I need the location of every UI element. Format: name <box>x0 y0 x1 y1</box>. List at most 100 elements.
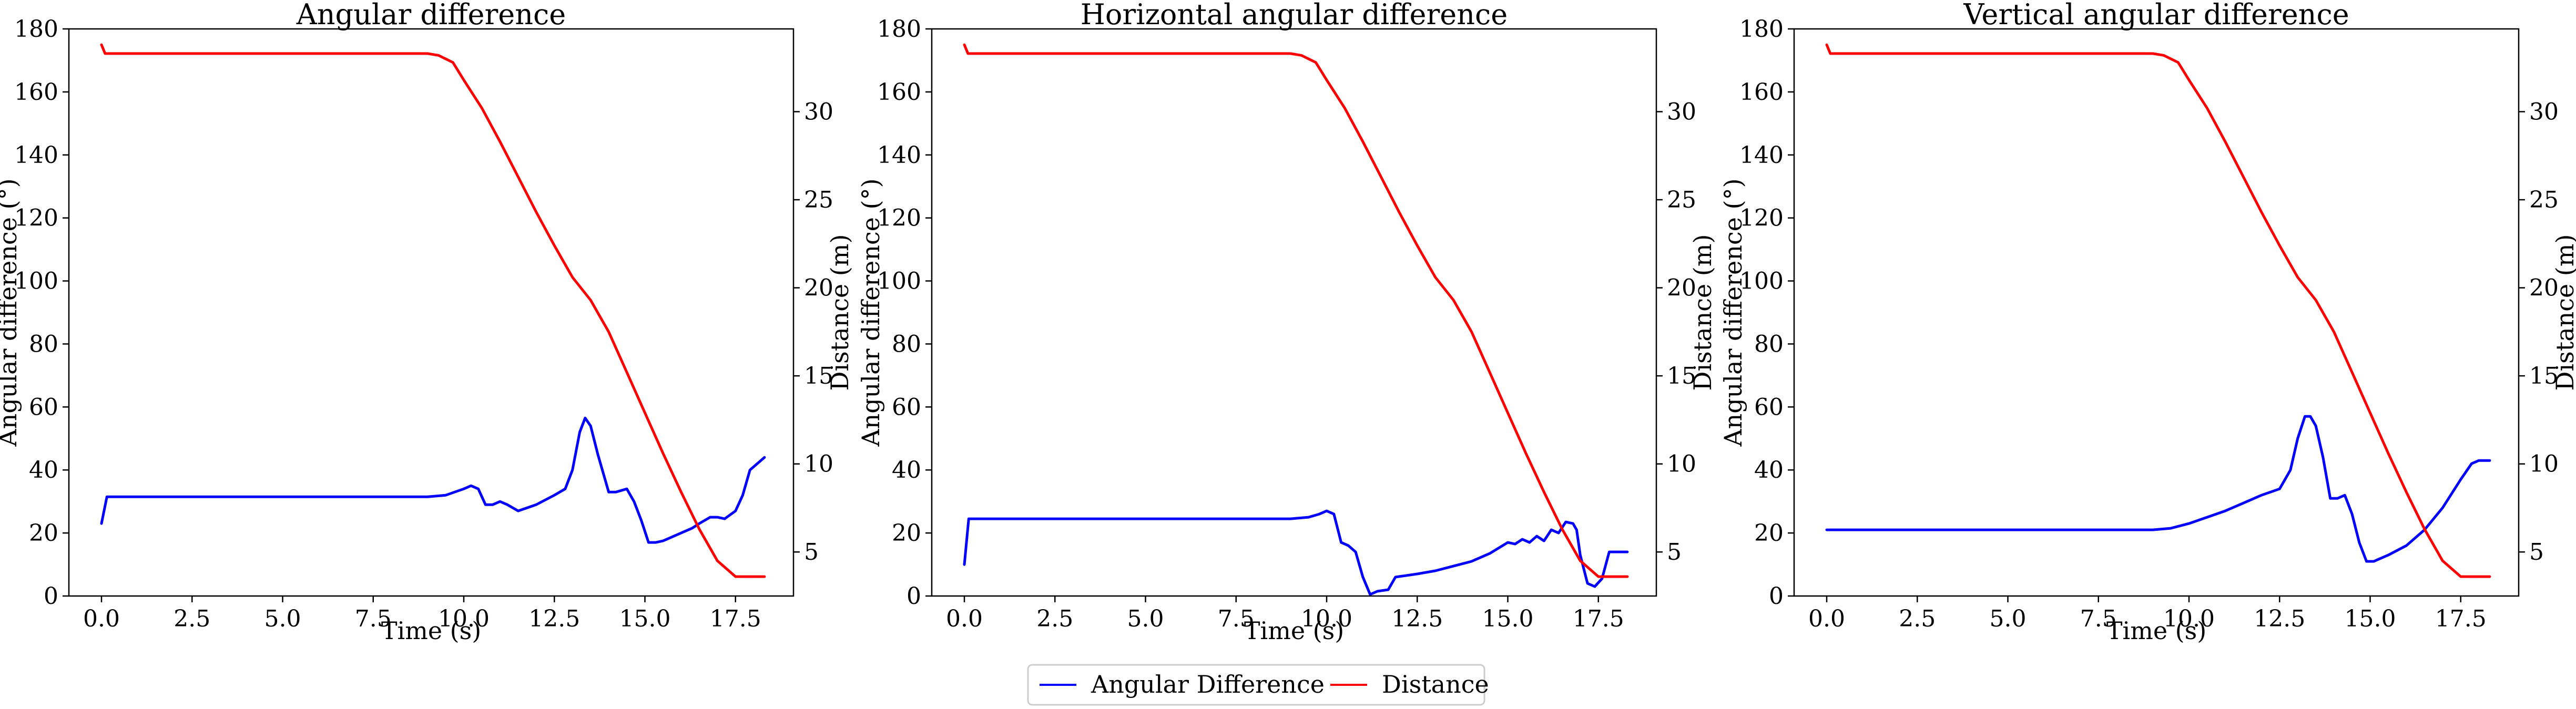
plot-frame <box>1793 28 2520 597</box>
y-tick-label-left: 180 <box>14 16 58 43</box>
y-tick-label-right: 20 <box>804 275 833 302</box>
y-axis-label-right: Distance (m) <box>2551 234 2576 391</box>
y-tick-label-left: 160 <box>877 79 921 106</box>
y-tick-label-left: 20 <box>892 520 921 547</box>
y-tick-label-left: 180 <box>877 16 921 43</box>
series-line-distance <box>963 43 1629 578</box>
y-tick-label-right: 5 <box>1667 539 1682 566</box>
x-tick-label: 15.0 <box>619 605 671 632</box>
y-tick-label-right: 20 <box>2529 275 2559 302</box>
y-axis-label-left: Angular difference (°) <box>1719 178 1747 447</box>
y-tick-label-left: 100 <box>14 268 58 295</box>
y-tick-label-right: 30 <box>804 98 833 125</box>
series-line-angular-difference <box>100 416 766 544</box>
x-tick-label: 2.5 <box>174 605 210 632</box>
y-tick-label-left: 120 <box>14 205 58 232</box>
y-tick-label-right: 25 <box>1667 187 1696 213</box>
y-tick-label-right: 5 <box>2529 539 2544 566</box>
x-tick-label: 10.0 <box>438 605 490 632</box>
x-tick-label: 12.5 <box>1391 605 1443 632</box>
y-tick-label-right: 30 <box>1667 98 1696 125</box>
y-tick-label-right: 5 <box>804 539 819 566</box>
y-tick-label-left: 80 <box>892 331 921 357</box>
legend-label-angular-difference: Angular Difference <box>1091 670 1325 698</box>
y-tick-label-right: 10 <box>804 451 833 478</box>
series-line-angular-difference <box>1825 415 2491 563</box>
y-tick-label-left: 20 <box>29 520 58 547</box>
y-tick-label-left: 20 <box>1754 520 1784 547</box>
plot-frame <box>931 28 1657 597</box>
x-tick-label: 17.5 <box>2435 605 2487 632</box>
y-tick-label-right: 25 <box>2529 187 2559 213</box>
panels: 0.0 2.5 5.0 7.5 10.0 12.5 15.0 17.5020406080100… <box>0 0 2576 645</box>
chart-panel-1: 0.0 2.5 5.0 7.5 10.0 12.5 15.0 17.5 0 20 40 60 80 100… <box>0 0 854 645</box>
y-tick-label-left: 0 <box>1769 583 1784 610</box>
y-tick-label-right: 15 <box>2529 363 2559 389</box>
y-tick-label-left: 120 <box>1739 205 1784 232</box>
x-tick-label: 12.5 <box>2254 605 2305 632</box>
y-tick-label-right: 25 <box>804 187 833 213</box>
x-tick-label: 12.5 <box>528 605 580 632</box>
y-tick-label-right: 10 <box>1667 451 1696 478</box>
x-tick-label: 2.5 <box>1899 605 1936 632</box>
x-tick-label: 10.0 <box>2163 605 2215 632</box>
y-axis-label-left: Angular difference (°) <box>857 178 885 447</box>
y-tick-label-left: 140 <box>1739 142 1784 169</box>
y-tick-label-left: 60 <box>892 394 921 420</box>
chart-title: Vertical angular difference <box>1963 0 2349 31</box>
y-tick-label-left: 100 <box>1739 268 1784 295</box>
x-tick-label: 17.5 <box>1573 605 1624 632</box>
x-axis-label: Time (s) <box>1244 616 1344 645</box>
y-tick-label-right: 15 <box>804 363 833 389</box>
series-group <box>1825 43 2491 578</box>
x-tick-label: 5.0 <box>1127 605 1164 632</box>
series-line-distance <box>1825 43 2491 578</box>
y-tick-label-left: 40 <box>29 457 58 484</box>
legend-frame <box>1027 664 1485 706</box>
x-tick-label: 17.5 <box>710 605 761 632</box>
y-tick-label-left: 140 <box>877 142 921 169</box>
legend-label-distance: Distance <box>1382 670 1489 698</box>
x-tick-label: 0.0 <box>1808 605 1845 632</box>
x-tick-label: 7.5 <box>355 605 392 632</box>
chart-panel-3: 0.0 2.5 5.0 7.5 10.0 12.5 15.0 17.5 0 20 40 60 80 100… <box>1719 0 2576 645</box>
chart-title: Horizontal angular difference <box>1081 0 1508 31</box>
y-tick-label-left: 100 <box>877 268 921 295</box>
y-tick-label-right: 20 <box>1667 275 1696 302</box>
x-tick-label: 0.0 <box>946 605 983 632</box>
y-tick-label-left: 80 <box>29 331 58 357</box>
x-tick-label: 15.0 <box>2345 605 2396 632</box>
y-tick-label-left: 160 <box>1739 79 1784 106</box>
y-tick-label-left: 40 <box>892 457 921 484</box>
x-tick-label: 2.5 <box>1036 605 1073 632</box>
x-tick-label: 5.0 <box>1990 605 2027 632</box>
y-tick-label-right: 10 <box>2529 451 2559 478</box>
y-tick-label-left: 60 <box>1754 394 1784 420</box>
x-axis-label: Time (s) <box>2106 616 2206 645</box>
x-tick-label: 5.0 <box>264 605 301 632</box>
series-line-distance <box>100 43 766 578</box>
y-tick-label-left: 160 <box>14 79 58 106</box>
plot-frame <box>68 28 795 597</box>
x-tick-label: 0.0 <box>83 605 120 632</box>
chart-title: Angular difference <box>296 0 566 31</box>
y-tick-label-left: 0 <box>907 583 921 610</box>
series-group <box>963 43 1629 596</box>
legend: Angular Difference Distance <box>1027 664 1489 706</box>
x-tick-label: 15.0 <box>1482 605 1534 632</box>
y-tick-label-left: 140 <box>14 142 58 169</box>
y-tick-label-left: 0 <box>44 583 58 610</box>
y-tick-label-left: 80 <box>1754 331 1784 357</box>
y-tick-label-left: 60 <box>29 394 58 420</box>
y-axis-label-right: Distance (m) <box>826 234 854 391</box>
series-group <box>100 43 766 578</box>
x-axis-label: Time (s) <box>381 616 481 645</box>
y-tick-label-right: 30 <box>2529 98 2559 125</box>
chart-panel-2: 0.0 2.5 5.0 7.5 10.0 12.5 15.0 17.5 0 20 40 60 80 100… <box>857 0 1717 645</box>
x-tick-label: 10.0 <box>1301 605 1352 632</box>
y-tick-label-left: 40 <box>1754 457 1784 484</box>
x-tick-label: 7.5 <box>2080 605 2117 632</box>
y-axis-label-right: Distance (m) <box>1688 234 1717 391</box>
y-tick-label-left: 180 <box>1739 16 1784 43</box>
